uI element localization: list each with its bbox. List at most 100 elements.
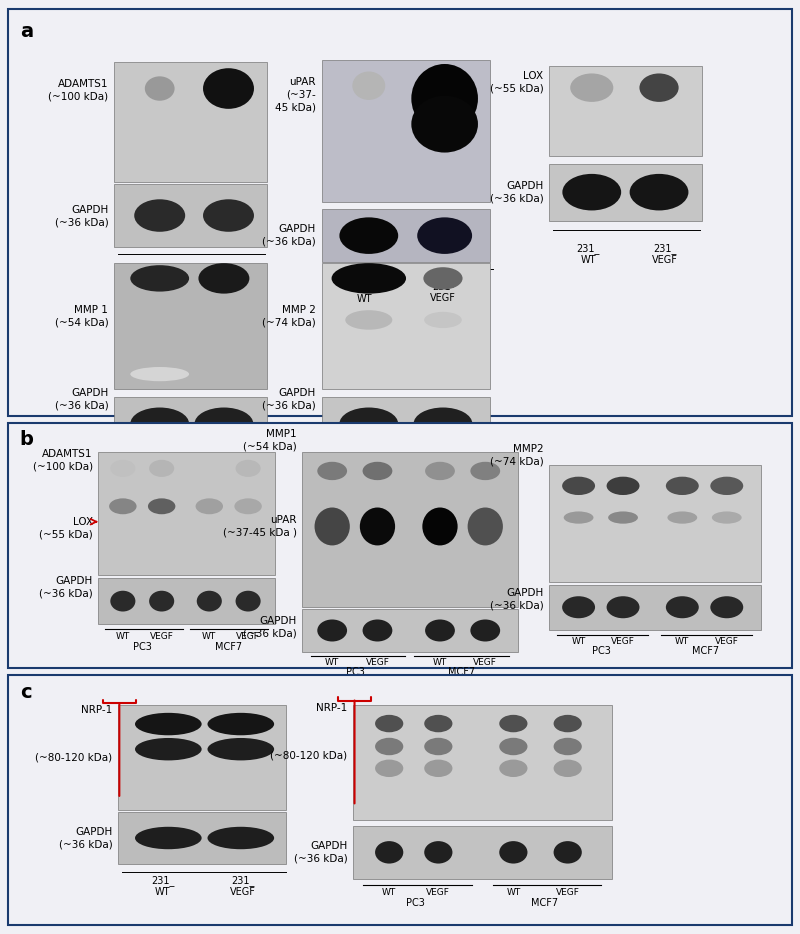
Ellipse shape: [135, 827, 202, 849]
Text: 231_
WT: 231_ WT: [353, 281, 377, 304]
Ellipse shape: [318, 619, 347, 642]
Text: 231_
WT: 231_ WT: [577, 243, 600, 265]
Ellipse shape: [207, 713, 274, 735]
Text: 231_
VEGF: 231_ VEGF: [213, 487, 239, 509]
Bar: [302, 452, 518, 607]
Bar: [353, 827, 612, 879]
Text: 231-
VEGF: 231- VEGF: [430, 281, 456, 304]
Ellipse shape: [318, 461, 347, 480]
Text: GAPDH
(~36 kDa): GAPDH (~36 kDa): [242, 616, 297, 639]
Bar: [549, 66, 702, 156]
Text: GAPDH
(~36 kDa): GAPDH (~36 kDa): [490, 181, 543, 204]
Bar: [549, 585, 761, 630]
Ellipse shape: [499, 738, 527, 756]
Text: VEGF: VEGF: [366, 658, 390, 667]
Text: c: c: [20, 683, 31, 701]
Ellipse shape: [423, 267, 462, 290]
Ellipse shape: [562, 476, 595, 495]
Ellipse shape: [422, 507, 458, 545]
Ellipse shape: [414, 407, 472, 440]
Text: GAPDH
(~36 kDa): GAPDH (~36 kDa): [39, 576, 93, 599]
Text: GAPDH
(~36 kDa): GAPDH (~36 kDa): [262, 389, 316, 411]
Ellipse shape: [411, 95, 478, 152]
Text: VEGF: VEGF: [236, 632, 260, 642]
Ellipse shape: [710, 596, 743, 618]
Ellipse shape: [554, 842, 582, 864]
Text: MMP 1
(~54 kDa): MMP 1 (~54 kDa): [54, 304, 108, 327]
Text: 231_
WT: 231_ WT: [142, 487, 165, 509]
Ellipse shape: [197, 460, 222, 477]
Ellipse shape: [418, 218, 472, 254]
Ellipse shape: [235, 460, 261, 477]
Ellipse shape: [339, 407, 398, 440]
Bar: [114, 397, 266, 450]
Ellipse shape: [499, 715, 527, 732]
Text: ADAMTS1
(~100 kDa): ADAMTS1 (~100 kDa): [48, 79, 108, 102]
Ellipse shape: [110, 460, 135, 477]
Bar: [118, 813, 286, 864]
FancyBboxPatch shape: [8, 675, 792, 925]
Bar: [322, 263, 490, 389]
Ellipse shape: [606, 596, 639, 618]
Ellipse shape: [148, 499, 175, 515]
Text: VEGF: VEGF: [474, 658, 497, 667]
Ellipse shape: [135, 738, 202, 760]
Text: MCF7: MCF7: [215, 642, 242, 652]
Ellipse shape: [375, 715, 403, 732]
FancyBboxPatch shape: [8, 9, 792, 416]
Ellipse shape: [134, 199, 185, 232]
Bar: [322, 60, 490, 203]
Bar: [549, 465, 761, 582]
Ellipse shape: [352, 72, 386, 100]
Ellipse shape: [570, 74, 614, 102]
Text: 231_
VEGF: 231_ VEGF: [430, 487, 456, 509]
Ellipse shape: [606, 476, 639, 495]
Bar: [114, 184, 266, 247]
Ellipse shape: [425, 461, 455, 480]
Text: (~55 kDa): (~55 kDa): [39, 530, 93, 540]
Ellipse shape: [411, 64, 478, 133]
Text: WT: WT: [506, 887, 521, 897]
Text: MMP1
(~54 kDa): MMP1 (~54 kDa): [242, 429, 297, 451]
Ellipse shape: [197, 590, 222, 612]
Text: GAPDH
(~36 kDa): GAPDH (~36 kDa): [54, 205, 108, 228]
Ellipse shape: [203, 199, 254, 232]
Text: MCF7: MCF7: [531, 898, 558, 908]
Text: VEGF: VEGF: [556, 887, 580, 897]
Text: GAPDH
(~36 kDa): GAPDH (~36 kDa): [58, 827, 112, 849]
Ellipse shape: [667, 512, 698, 524]
Ellipse shape: [130, 265, 189, 291]
Ellipse shape: [195, 499, 223, 515]
Ellipse shape: [360, 507, 395, 545]
Text: a: a: [20, 21, 33, 40]
Ellipse shape: [562, 596, 595, 618]
FancyBboxPatch shape: [8, 423, 792, 668]
Ellipse shape: [424, 842, 453, 864]
Text: b: b: [20, 431, 34, 449]
Ellipse shape: [346, 310, 392, 330]
Text: (~80-120 kDa): (~80-120 kDa): [270, 750, 347, 760]
Text: ADAMTS1
(~100 kDa): ADAMTS1 (~100 kDa): [33, 448, 93, 471]
Ellipse shape: [110, 590, 135, 612]
Bar: [353, 705, 612, 820]
Bar: [98, 452, 274, 574]
Text: LOX: LOX: [73, 517, 93, 527]
Ellipse shape: [554, 715, 582, 732]
Text: uPAR
(~37-45 kDa ): uPAR (~37-45 kDa ): [222, 515, 297, 537]
Ellipse shape: [194, 407, 254, 440]
Bar: [114, 63, 266, 182]
Bar: [322, 397, 490, 450]
Text: VEGF: VEGF: [426, 887, 450, 897]
Text: MCF7: MCF7: [448, 667, 475, 676]
Text: PC3: PC3: [133, 642, 152, 652]
Ellipse shape: [666, 476, 698, 495]
Bar: [118, 705, 286, 810]
Ellipse shape: [149, 460, 174, 477]
Text: MMP2
(~74 kDa): MMP2 (~74 kDa): [490, 444, 543, 466]
Bar: [322, 209, 490, 262]
Text: 231_
WT: 231_ WT: [142, 267, 165, 290]
Ellipse shape: [499, 842, 527, 864]
Ellipse shape: [630, 174, 689, 210]
Text: PC3: PC3: [593, 646, 611, 657]
Ellipse shape: [468, 507, 503, 545]
